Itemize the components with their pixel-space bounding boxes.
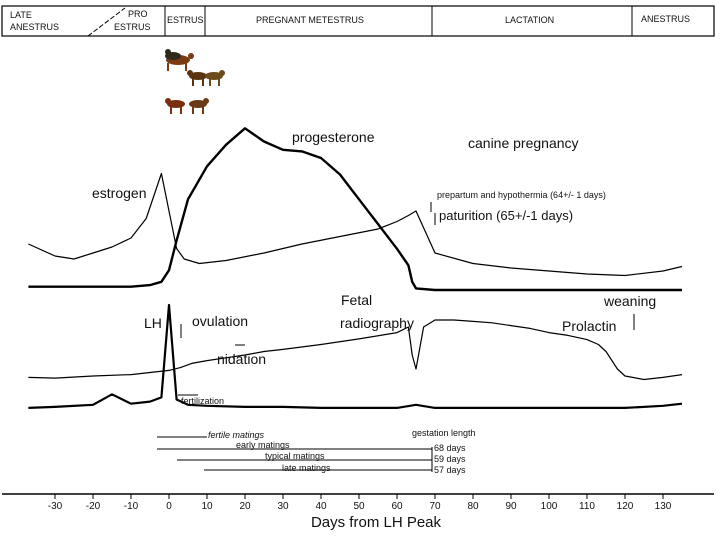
label-fertilization: fertilization [181,396,224,406]
x-tick-label: 20 [239,501,251,512]
x-tick-label: -30 [48,501,63,512]
phase-divider-diagonal [87,7,126,37]
x-axis-title: Days from LH Peak [311,514,442,531]
label-lh: LH [144,315,162,331]
x-tick-label: -10 [124,501,139,512]
series-line-lh [28,303,683,409]
x-tick-label: 0 [166,501,172,512]
label-estrogen: estrogen [92,185,146,201]
x-tick-label: 90 [505,501,517,512]
gestation-typical: 59 days [434,454,466,464]
label-gestation-length: gestation length [412,428,476,438]
gestation-late: 57 days [434,465,466,475]
series-line-progesterone [28,127,682,292]
x-axis: -30 -20 -10 0 10 20 30 40 50 60 70 80 90 100 110 120 130… [2,493,714,531]
phase-proestrus-line1: PRO [128,9,148,19]
series-line-prolactin [28,319,683,381]
label-parturition: paturition (65+/-1 days) [439,208,573,223]
label-prolactin: Prolactin [562,318,616,334]
x-tick-label: 110 [579,501,595,512]
x-tick-label: 60 [391,501,403,512]
x-tick-label: -20 [86,501,101,512]
phase-late-anestrus-line1: LATE [10,10,32,20]
phase-pregnant-metestrus: PREGNANT METESTRUS [256,15,364,25]
x-tick-label: 10 [201,501,213,512]
label-late-matings: late matings [282,463,331,473]
x-tick-label: 100 [541,501,558,512]
label-weaning: weaning [603,293,656,309]
label-ovulation: ovulation [192,313,248,329]
label-typical-matings: typical matings [265,451,325,461]
label-canine-pregnancy: canine pregnancy [468,135,579,151]
x-tick-label: 50 [353,501,365,512]
phase-lactation: LACTATION [505,15,554,25]
x-tick-label: 130 [655,501,672,512]
phase-header: LATE ANESTRUS PRO ESTRUS ESTRUS PREGNANT… [1,5,715,37]
phase-header-frame [1,5,715,37]
mating-windows: fertile matings early matings typical ma… [157,428,476,475]
x-tick-label: 80 [467,501,479,512]
label-progesterone: progesterone [292,129,375,145]
label-early-matings: early matings [236,440,290,450]
label-fetal: Fetal [341,292,372,308]
label-fertile-matings: fertile matings [208,430,265,440]
gestation-early: 68 days [434,443,466,453]
series-line-estrogen [28,172,683,277]
x-tick-label: 70 [429,501,441,512]
phase-proestrus-line2: ESTRUS [114,22,151,32]
mating-dogs-illustration [165,49,225,114]
dog-pair-icon [165,49,194,71]
label-prepartum: prepartum and hypothermia (64+/- 1 days) [437,190,606,200]
dog-pair-icon [165,98,209,114]
x-tick-label: 40 [315,501,327,512]
label-radiography: radiography [340,315,414,331]
x-tick-label: 30 [277,501,289,512]
hormone-curves [28,127,683,409]
x-tick-label: 120 [617,501,634,512]
label-nidation: nidation [217,351,266,367]
x-axis-ticks: -30 -20 -10 0 10 20 30 40 50 60 70 80 90 100 110 120 130 [48,494,672,512]
phase-estrus: ESTRUS [167,15,204,25]
phase-late-anestrus-line2: ANESTRUS [10,22,59,32]
dog-pair-icon [187,70,225,86]
phase-anestrus: ANESTRUS [641,14,690,24]
chart-annotations: progesterone canine pregnancy estrogen p… [92,129,656,406]
